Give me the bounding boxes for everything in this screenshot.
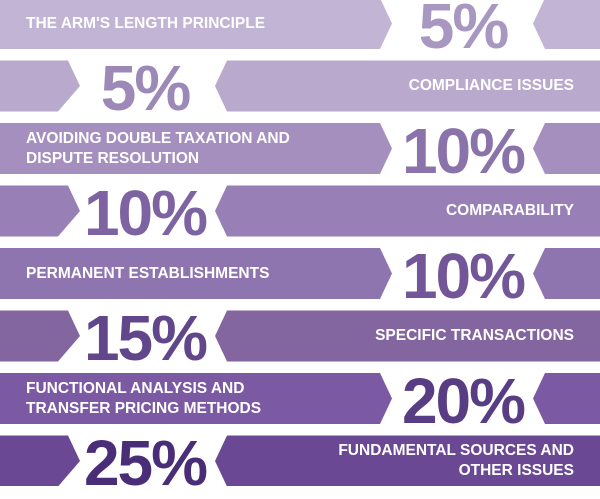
category-label: AVOIDING DOUBLE TAXATION AND DISPUTE RESO… xyxy=(26,129,386,169)
ribbon-row-3-end-cap xyxy=(533,123,600,174)
ribbon-row-5-end-cap xyxy=(533,248,600,299)
category-label-line: AVOIDING DOUBLE TAXATION AND xyxy=(26,129,290,147)
percentage-value: 5% xyxy=(418,0,510,62)
ribbon-row-5-label-band xyxy=(0,248,392,299)
ribbon-row-6-label-band xyxy=(215,310,600,362)
ribbon-row-6-start-cap xyxy=(0,310,80,362)
ribbon-row-1-label-band xyxy=(0,0,392,49)
category-label-line: TRANSFER PRICING METHODS xyxy=(26,399,262,417)
ribbon-row-1-end-cap xyxy=(533,0,600,49)
category-label: COMPARABILITY xyxy=(445,202,574,219)
ribbon-row-2-label-band xyxy=(215,60,600,112)
ribbon-row-8-start-cap xyxy=(0,435,80,486)
category-label: FUNCTIONAL ANALYSIS AND TRANSFER PRICING … xyxy=(26,379,386,419)
category-label-line: OTHER ISSUES xyxy=(458,462,574,479)
percentage-value: 25% xyxy=(83,427,208,499)
ribbon-row-4-start-cap xyxy=(0,185,80,237)
ribbon-row-7-label-band xyxy=(0,373,392,424)
category-label: COMPLIANCE ISSUES xyxy=(408,77,574,94)
percentage-value: 10% xyxy=(401,114,526,187)
percentage-value: 10% xyxy=(401,239,526,312)
ribbon-row-2-start-cap xyxy=(0,60,80,112)
category-label-line: DISPUTE RESOLUTION xyxy=(26,149,200,167)
category-label: PERMANENT ESTABLISHMENTS xyxy=(26,264,270,282)
ribbon-chart xyxy=(0,0,600,486)
ribbon-row-7-end-cap xyxy=(533,373,600,424)
category-label: FUNDAMENTAL SOURCES AND OTHER ISSUES xyxy=(234,441,574,481)
ribbon-row-3-label-band xyxy=(0,123,392,174)
ribbon-row-8-label-band xyxy=(215,435,600,486)
percentage-value: 20% xyxy=(401,364,526,437)
category-label: SPECIFIC TRANSACTIONS xyxy=(375,327,574,344)
category-label: THE ARM'S LENGTH PRINCIPLE xyxy=(26,14,266,32)
percentage-value: 15% xyxy=(83,302,208,374)
percentage-value: 10% xyxy=(83,177,208,249)
category-label-line: FUNDAMENTAL SOURCES AND xyxy=(338,442,574,459)
percentage-value: 5% xyxy=(100,52,192,124)
ribbon-row-4-label-band xyxy=(215,185,600,237)
category-label-line: FUNCTIONAL ANALYSIS AND xyxy=(26,379,245,397)
